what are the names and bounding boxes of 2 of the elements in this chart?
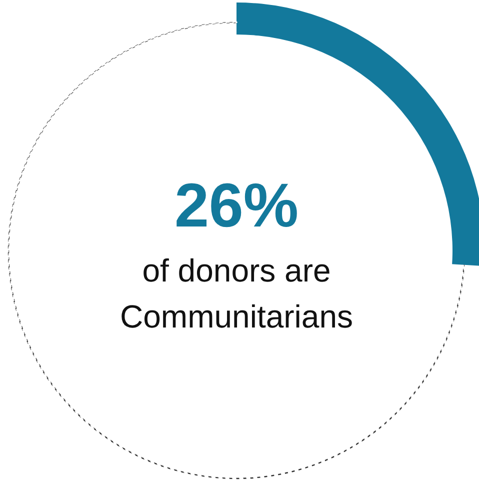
text: 26%	[174, 172, 299, 240]
text: of donors are Communitarians	[120, 252, 353, 334]
